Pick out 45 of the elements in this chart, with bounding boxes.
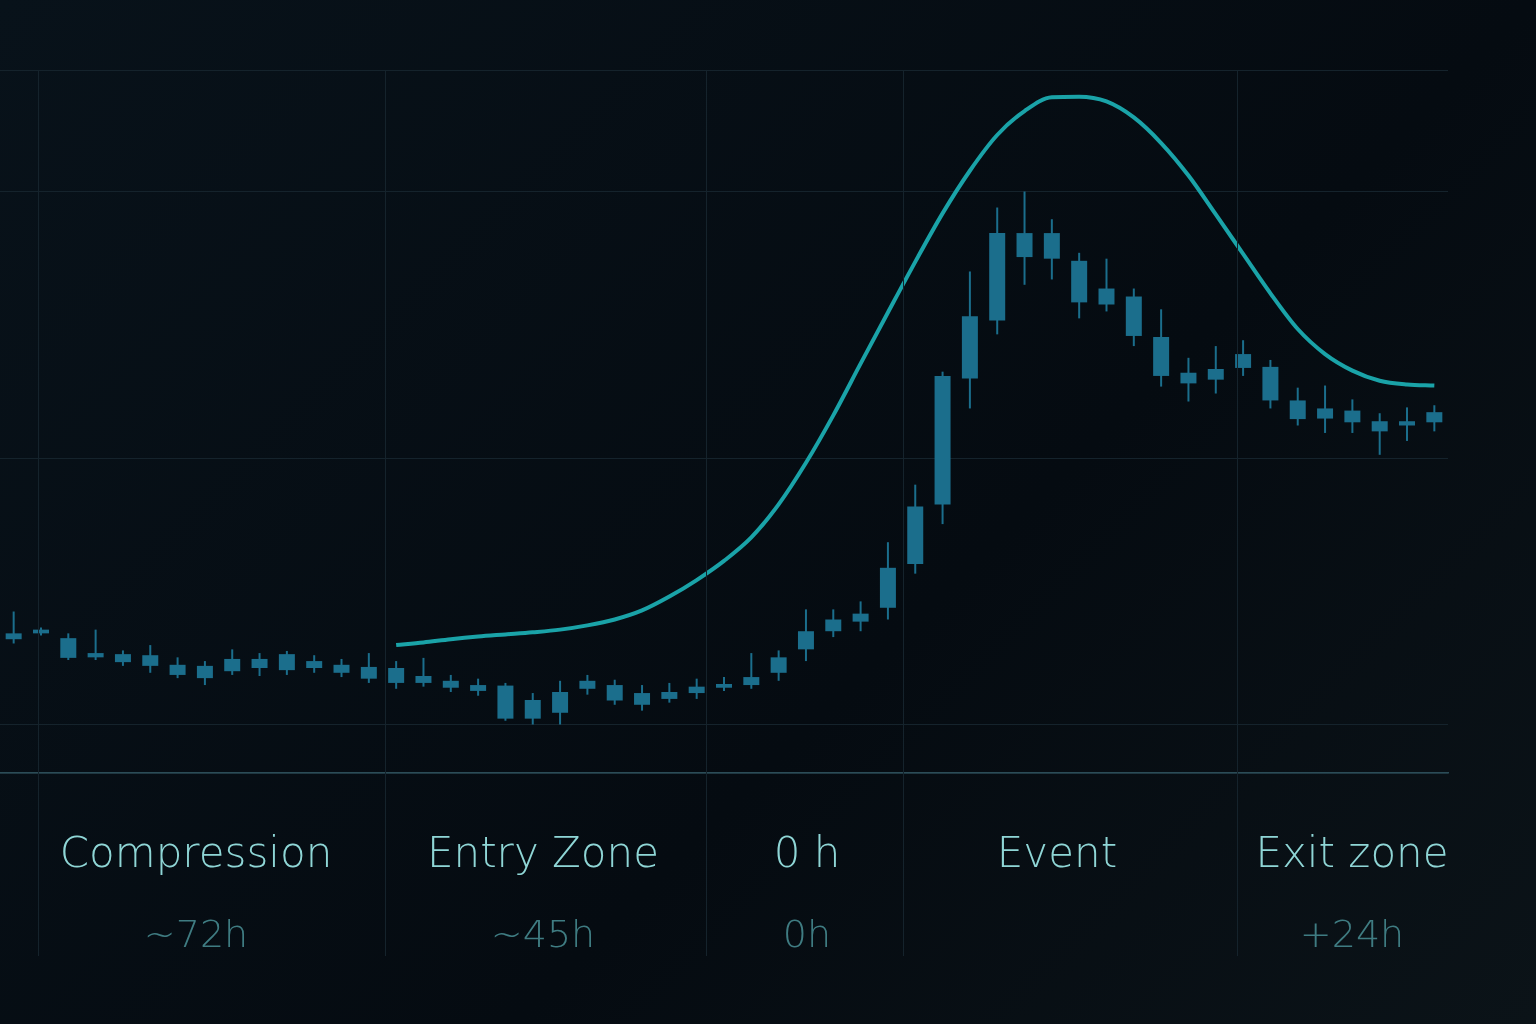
candlestick [1317, 384, 1334, 434]
candlestick [1180, 356, 1197, 403]
text: Entry Zone [426, 828, 660, 877]
candlestick [770, 649, 787, 682]
candlestick [1399, 406, 1416, 442]
text: 0 h [773, 828, 841, 877]
candlestick [743, 652, 760, 690]
candlestick [1016, 190, 1033, 286]
candlestick [388, 660, 405, 690]
candlestick [60, 632, 77, 662]
candlestick [142, 644, 159, 674]
candlestick [606, 678, 623, 706]
candlestick [1098, 257, 1115, 313]
candlestick [1371, 412, 1388, 456]
candlestick [1344, 398, 1361, 434]
candlestick [415, 656, 432, 688]
candlestick [1207, 345, 1224, 395]
text: Compression [59, 828, 333, 877]
candlestick [688, 677, 705, 700]
candlestick [552, 679, 569, 726]
candlestick [196, 660, 213, 687]
candlestick [797, 608, 814, 663]
candlestick [224, 648, 241, 676]
candlestick [251, 652, 268, 677]
candlestick [360, 652, 377, 684]
text: ~45h [490, 912, 596, 956]
candlestick [661, 681, 678, 704]
candlestick [579, 673, 596, 696]
candlestick [852, 600, 869, 633]
candlestick [1426, 404, 1443, 433]
candlestick [87, 628, 104, 662]
candlestick [5, 610, 22, 645]
text: 0h [782, 912, 832, 956]
candlestick [278, 649, 295, 676]
candlestick [169, 656, 186, 680]
candlestick [1289, 386, 1306, 427]
text: Event [996, 828, 1118, 877]
text: ~72h [143, 912, 249, 956]
candlestick [634, 684, 651, 712]
candlestick [524, 692, 541, 726]
candlestick [1235, 339, 1252, 377]
candlestick [333, 657, 350, 679]
candlestick [825, 608, 842, 639]
text: +24h [1299, 912, 1405, 956]
text: Exit zone [1255, 828, 1449, 877]
